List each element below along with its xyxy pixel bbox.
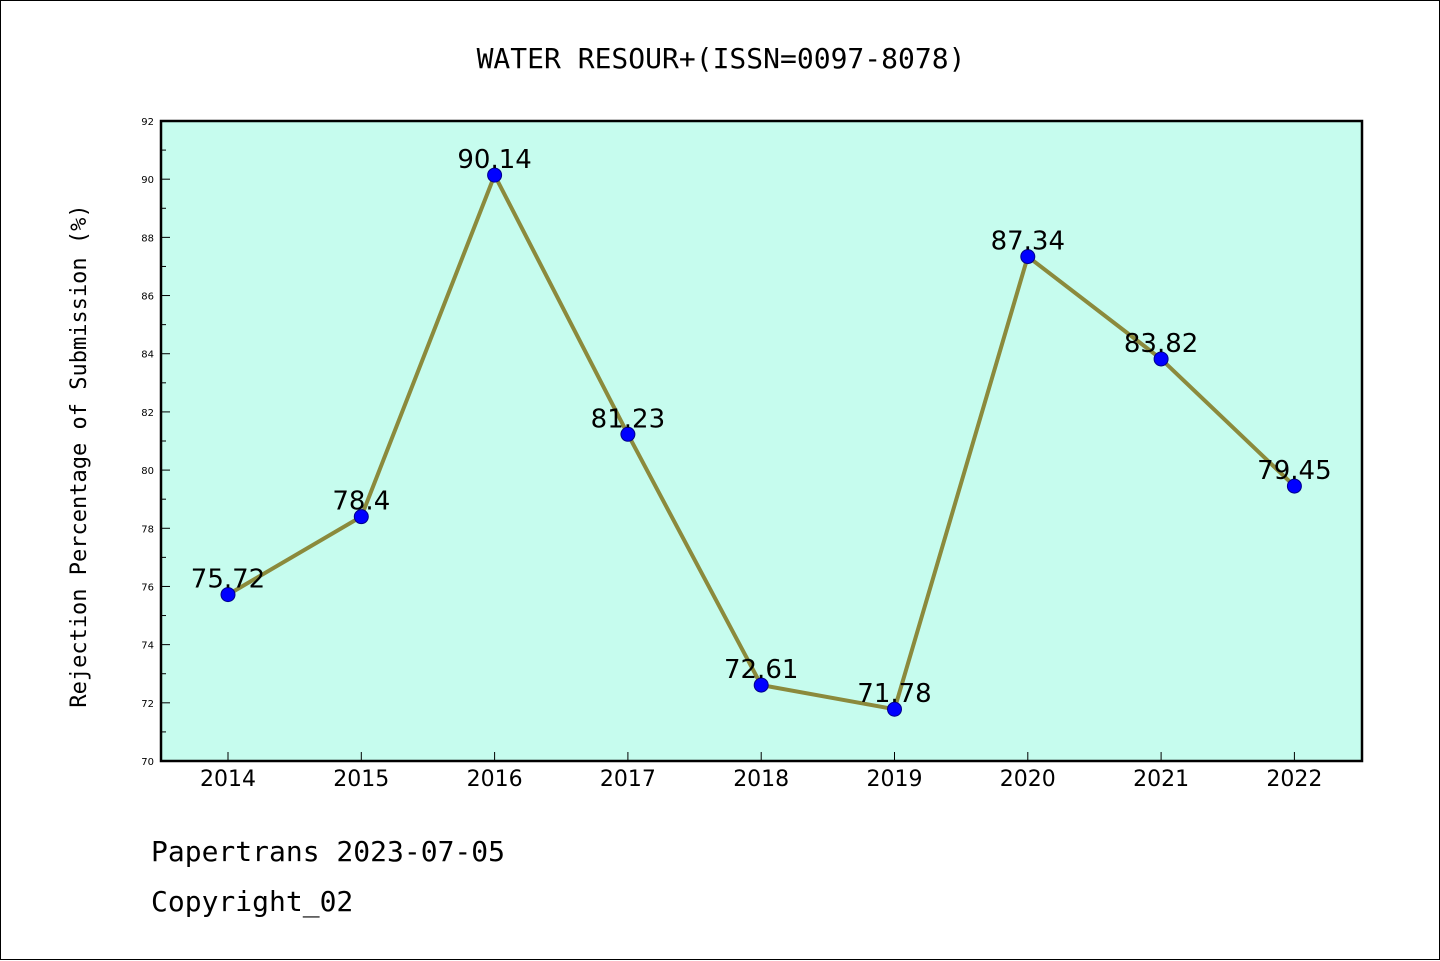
data-label: 87.34 <box>991 227 1065 257</box>
data-point-marker <box>353 509 369 525</box>
x-axis-ticks: 2014 2015 2016 2017 2018 2019 2020 2021 2022 <box>200 752 1322 792</box>
footer-copyright: Copyright_02 <box>151 885 354 918</box>
data-point-marker <box>487 167 503 183</box>
data-point-marker <box>887 701 902 717</box>
x-tick-label: 2022 <box>1266 767 1322 792</box>
y-axis-ticks: 70 72 74 76 78 80 82 84 86 88 90 92 <box>141 117 170 768</box>
x-tick-label: 2014 <box>200 767 256 792</box>
plot-area <box>159 119 1364 763</box>
data-label: 75.72 <box>191 565 265 595</box>
data-label: 71.78 <box>857 679 931 709</box>
chart-title: WATER RESOUR+(ISSN=0097-8078) <box>477 42 966 75</box>
x-tick-label: 2015 <box>333 767 389 792</box>
y-tick-label: 82 <box>141 408 154 419</box>
x-tick-label: 2020 <box>1000 767 1056 792</box>
y-tick-label: 70 <box>141 757 154 768</box>
y-tick-label: 90 <box>141 175 154 186</box>
x-tick-label: 2017 <box>600 767 656 792</box>
y-tick-label: 72 <box>141 699 154 710</box>
data-point-marker <box>1020 249 1036 265</box>
y-axis-label: Rejection Percentage of Submission (%) <box>67 204 92 707</box>
data-point-marker <box>1153 351 1169 367</box>
series: 75.72 78.4 90.14 81.23 72.61 71.78 87.34 83.82 7… <box>191 145 1332 717</box>
data-label: 78.4 <box>332 487 390 517</box>
data-label: 72.61 <box>724 655 798 685</box>
x-tick-label: 2016 <box>467 767 523 792</box>
data-label: 81.23 <box>591 404 665 434</box>
data-point-marker <box>220 587 236 603</box>
data-point-marker <box>753 677 769 693</box>
data-label: 79.45 <box>1257 456 1331 486</box>
y-tick-label: 92 <box>141 117 154 128</box>
y-tick-label: 76 <box>141 582 154 593</box>
y-tick-label: 88 <box>141 233 154 244</box>
x-tick-label: 2019 <box>867 767 923 792</box>
data-label: 83.82 <box>1124 329 1198 359</box>
y-tick-label: 74 <box>141 641 154 652</box>
y-tick-label: 84 <box>141 350 154 361</box>
data-point-marker <box>1286 478 1302 494</box>
x-tick-label: 2018 <box>733 767 789 792</box>
footer-date: Papertrans 2023-07-05 <box>151 835 506 868</box>
data-label: 90.14 <box>457 145 531 175</box>
y-tick-label: 80 <box>141 466 154 477</box>
y-tick-label: 78 <box>141 524 154 535</box>
data-point-marker <box>620 426 636 442</box>
x-tick-label: 2021 <box>1133 767 1189 792</box>
y-tick-label: 86 <box>141 292 154 303</box>
